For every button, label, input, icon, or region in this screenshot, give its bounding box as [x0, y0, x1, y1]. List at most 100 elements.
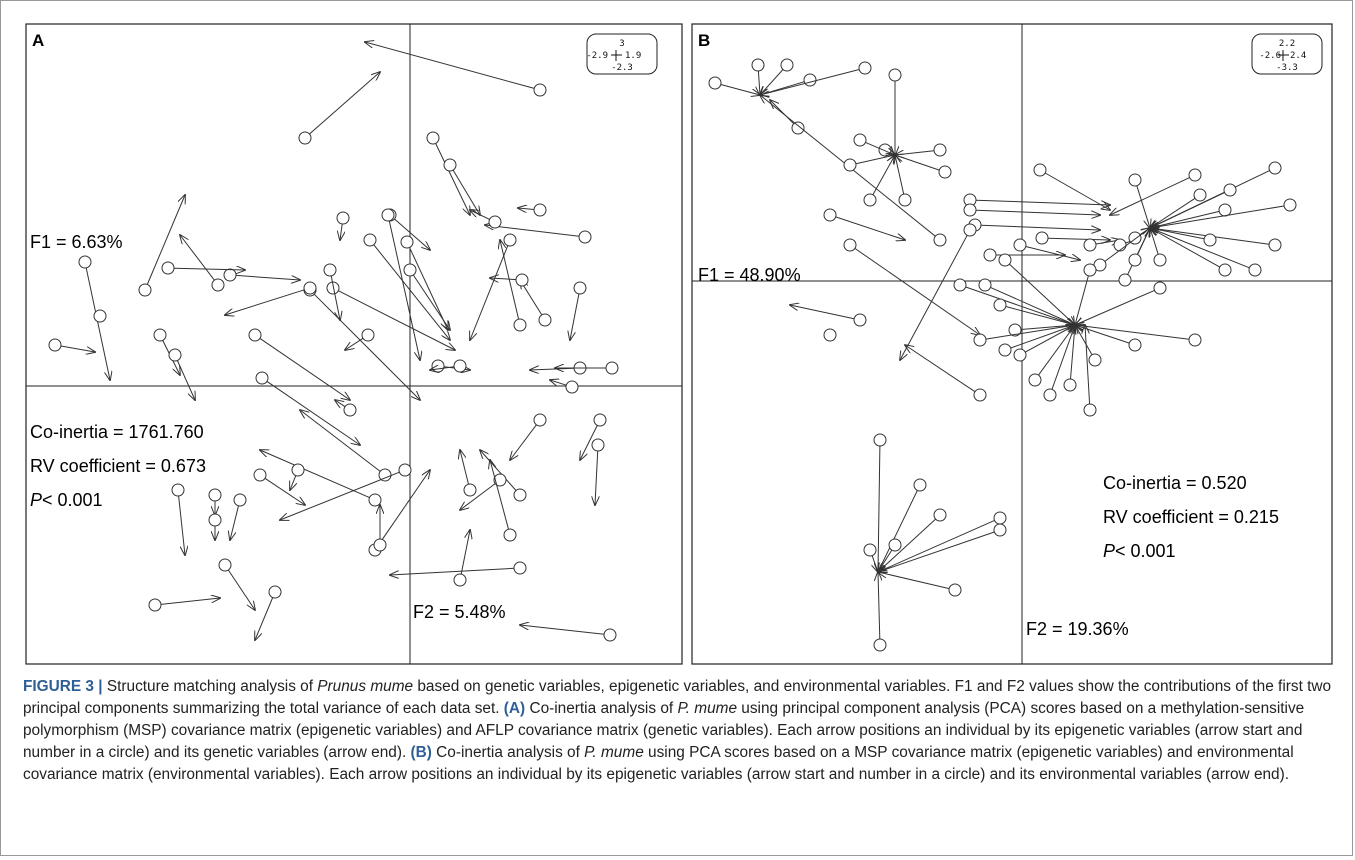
arrow-shaft: [1150, 228, 1221, 268]
panel-b-arrow: [1110, 168, 1202, 215]
panel-b-arrow: [790, 305, 867, 327]
panel-a-arrow: [365, 42, 547, 97]
arrow-start-circle: [993, 511, 1007, 525]
arrow-shaft: [340, 223, 342, 240]
arrow-shaft: [452, 169, 480, 215]
arrow-shaft: [146, 195, 185, 285]
arrow-start-circle: [780, 58, 794, 72]
panel-a-arrow: [138, 195, 185, 297]
arrow-start-circle: [603, 628, 617, 642]
arrow-shaft: [345, 337, 364, 350]
arrow-shaft: [373, 244, 450, 340]
arrow-start-circle: [898, 193, 912, 207]
arrow-shaft: [335, 400, 346, 407]
panel-a-arrow: [373, 505, 387, 552]
arrow-shaft: [895, 155, 905, 195]
arrow-shaft: [980, 224, 1100, 230]
panel-a-label: A: [32, 31, 44, 50]
panel-b-arrow: [895, 155, 912, 207]
arrow-shaft: [225, 289, 305, 315]
arrow-start-circle: [255, 371, 269, 385]
arrow-start-circle: [513, 318, 527, 332]
panel-b-arrow: [1075, 281, 1167, 325]
arrow-start-circle: [1248, 263, 1262, 277]
arrow-start-circle: [1028, 373, 1042, 387]
arrow-shaft: [878, 518, 936, 572]
panel-a-arrow: [470, 233, 517, 340]
arrow-start-circle: [538, 313, 552, 327]
arrow-start-circle: [938, 165, 952, 179]
panel-a-arrow: [168, 348, 195, 400]
arrow-shaft: [975, 199, 1110, 205]
panel-b-f1-label: F1 = 48.90%: [698, 265, 801, 285]
arrow-start-circle: [843, 238, 857, 252]
arrow-start-circle: [1268, 161, 1282, 175]
arrow-shaft: [1075, 275, 1089, 325]
panel-a-arrow: [363, 233, 450, 340]
arrow-shaft: [430, 367, 455, 370]
arrow-start-circle: [823, 328, 837, 342]
panel-b-arrow: [878, 538, 902, 572]
arrow-start-circle: [1223, 183, 1237, 197]
arrow-shaft: [1150, 205, 1285, 228]
panel-a-arrow: [208, 513, 222, 540]
arrow-shaft: [720, 84, 760, 96]
arrow-start-circle: [873, 433, 887, 447]
arrow-start-circle: [1218, 203, 1232, 217]
panel-a-arrow: [518, 203, 547, 217]
panel-b-scale-top: 2.2: [1279, 39, 1295, 49]
panel-b-arrow: [1150, 228, 1232, 277]
arrow-shaft: [290, 475, 296, 490]
panel-a-scale-right: 1.9: [625, 51, 641, 61]
panel-b-arrow: [1150, 198, 1297, 228]
arrow-start-circle: [983, 248, 997, 262]
panel-b-arrow: [823, 328, 837, 342]
panel-b-arrow: [1128, 173, 1150, 228]
arrow-start-circle: [168, 348, 182, 362]
panel-b-scale-right: 2.4: [1290, 51, 1306, 61]
arrow-start-circle: [978, 278, 992, 292]
arrow-start-circle: [303, 281, 317, 295]
arrow-start-circle: [1118, 273, 1132, 287]
arrow-start-circle: [533, 83, 547, 97]
arrow-start-circle: [1128, 338, 1142, 352]
panel-b-f2-label: F2 = 19.36%: [1026, 619, 1129, 639]
arrow-shaft: [1085, 325, 1091, 405]
arrow-shaft: [178, 495, 185, 555]
panel-b-coinertia: Co-inertia = 0.520: [1103, 473, 1247, 493]
arrow-shaft: [595, 450, 598, 505]
arrow-start-circle: [138, 283, 152, 297]
panel-a-arrow: [555, 361, 619, 375]
panel-a-arrow: [592, 438, 605, 505]
arrow-start-circle: [863, 543, 877, 557]
panel-a-arrow: [255, 371, 360, 445]
arrow-shaft: [878, 572, 880, 640]
arrow-shaft: [330, 275, 340, 320]
arrow-start-circle: [426, 131, 440, 145]
arrow-start-circle: [363, 233, 377, 247]
arrow-shaft: [878, 490, 918, 572]
panel-b-arrow: [963, 203, 1100, 216]
arrow-shaft: [460, 483, 496, 510]
panel-b-arrow: [1013, 238, 1080, 260]
panel-b-arrow: [1128, 228, 1150, 267]
arrow-shaft: [900, 235, 968, 360]
panel-b-arrow: [878, 478, 927, 572]
panel-a-arrow: [323, 263, 340, 320]
arrow-shaft: [1150, 228, 1250, 269]
arrow-shaft: [235, 274, 300, 280]
arrow-shaft: [180, 235, 215, 281]
arrow-start-circle: [291, 463, 305, 477]
arrow-start-circle: [218, 558, 232, 572]
panel-b-arrows: [708, 58, 1297, 652]
panel-b-arrow: [895, 155, 952, 179]
panel-a-arrow: [490, 460, 517, 542]
panel-b-arrow: [873, 572, 887, 652]
arrow-start-circle: [93, 309, 107, 323]
arrow-shaft: [264, 477, 305, 505]
panel-a-arrow: [550, 380, 579, 394]
arrow-shaft: [1051, 325, 1075, 390]
panel-b-arrow: [863, 543, 878, 572]
arrow-shaft: [85, 267, 110, 380]
